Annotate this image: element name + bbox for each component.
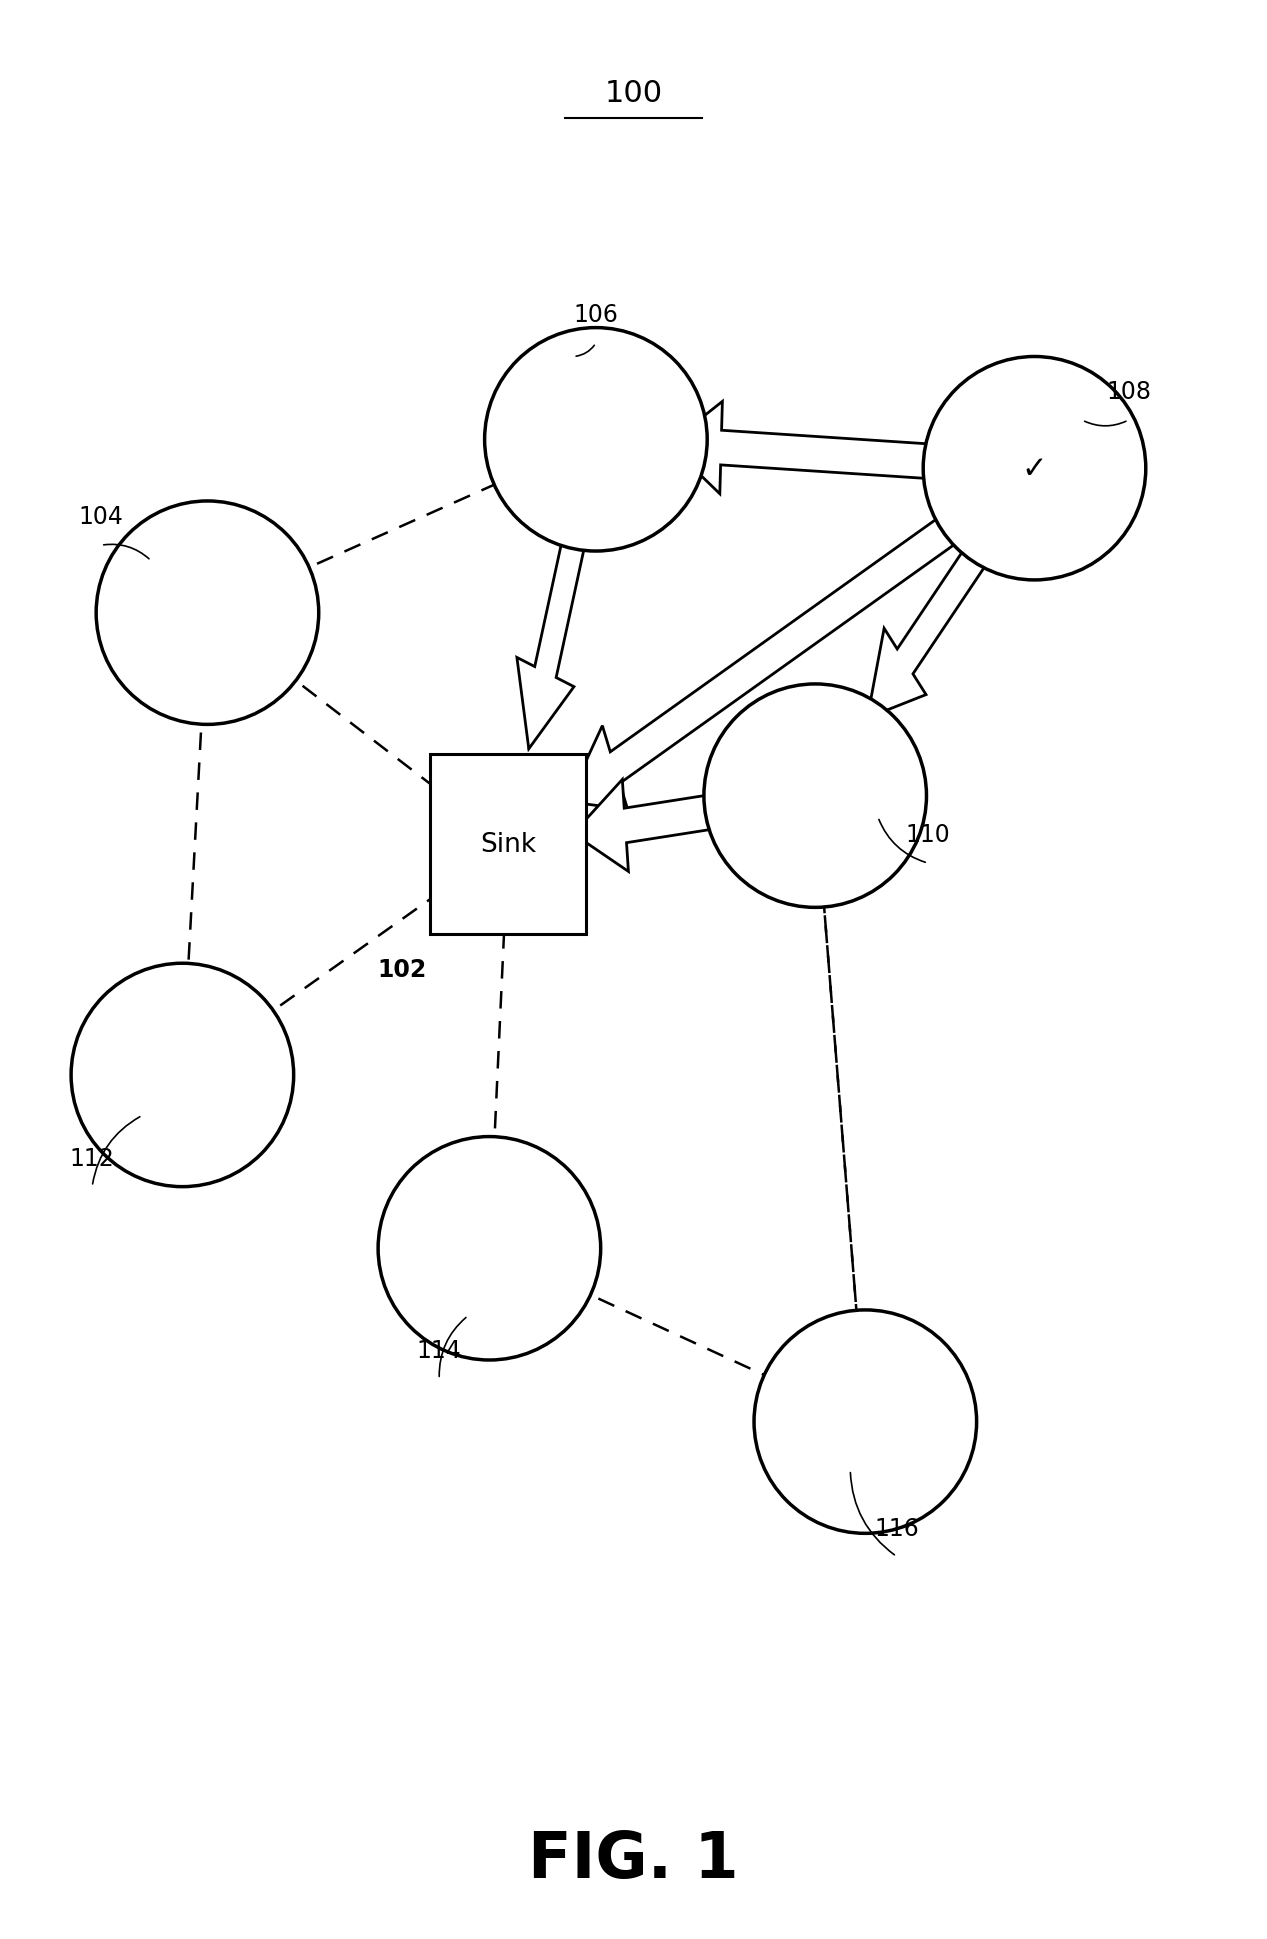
Ellipse shape	[704, 684, 926, 907]
Polygon shape	[868, 535, 991, 719]
Text: 104: 104	[79, 504, 123, 529]
Text: 102: 102	[378, 958, 426, 981]
Text: 100: 100	[604, 79, 663, 109]
Polygon shape	[573, 779, 744, 873]
Text: 108: 108	[1106, 380, 1150, 403]
Ellipse shape	[378, 1136, 601, 1361]
Text: FIG. 1: FIG. 1	[528, 1828, 739, 1891]
Text: ✓: ✓	[1021, 454, 1048, 483]
Ellipse shape	[754, 1311, 977, 1534]
Text: 116: 116	[874, 1516, 919, 1540]
Polygon shape	[669, 401, 963, 494]
Ellipse shape	[96, 502, 319, 725]
Text: 110: 110	[906, 822, 950, 847]
Ellipse shape	[924, 357, 1145, 580]
Ellipse shape	[71, 964, 294, 1187]
Text: 112: 112	[70, 1146, 114, 1169]
Polygon shape	[568, 500, 973, 811]
Ellipse shape	[484, 328, 707, 553]
Text: 106: 106	[574, 302, 618, 328]
Text: 114: 114	[417, 1338, 461, 1363]
Text: Sink: Sink	[480, 832, 536, 857]
Polygon shape	[517, 541, 584, 748]
FancyBboxPatch shape	[430, 754, 587, 935]
